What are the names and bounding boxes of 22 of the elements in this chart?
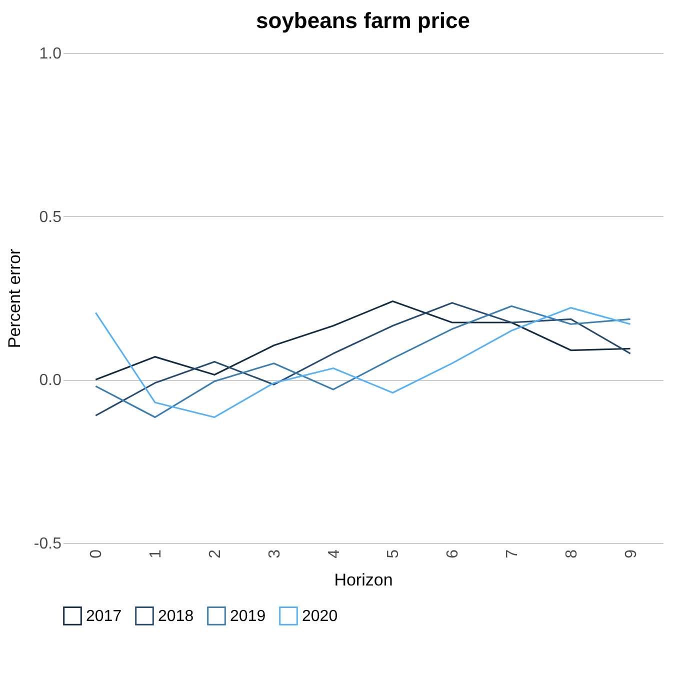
legend-label: 2019	[230, 608, 266, 625]
line-series	[94, 300, 632, 380]
x-tick-label: 0	[88, 549, 106, 558]
chart-title: soybeans farm price	[256, 8, 470, 33]
x-axis-title: Horizon	[334, 570, 393, 590]
legend-label: 2017	[86, 608, 122, 625]
x-tick-label: 1	[148, 549, 165, 558]
x-tick-label: 3	[266, 549, 284, 558]
y-tick-label: 1.0	[39, 46, 62, 62]
y-tick-label: -0.5	[34, 536, 62, 552]
x-tick-label: 2	[206, 549, 224, 558]
y-tick-label: 0.0	[39, 372, 62, 390]
x-tick-label: 6	[444, 549, 462, 558]
legend-label: 2020	[302, 608, 338, 625]
x-tick-label: 9	[622, 549, 640, 558]
x-tick-label: 5	[385, 549, 402, 558]
x-tick-label: 4	[326, 549, 343, 558]
y-tick-label: 0.5	[39, 208, 62, 226]
x-tick-label: 7	[504, 549, 522, 558]
y-axis-title: Percent error	[4, 248, 24, 348]
legend-label: 2018	[158, 608, 194, 625]
x-tick-label: 8	[563, 549, 580, 558]
